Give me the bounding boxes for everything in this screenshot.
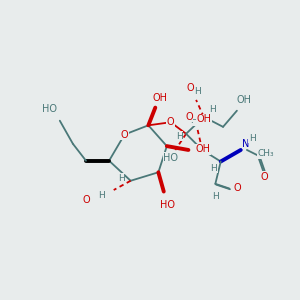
Text: H: H	[98, 191, 105, 200]
Text: H: H	[212, 192, 219, 201]
Text: H: H	[194, 87, 201, 96]
Text: N: N	[242, 139, 250, 149]
Text: HO: HO	[42, 104, 57, 114]
Text: O: O	[233, 184, 241, 194]
Text: O: O	[82, 195, 90, 205]
Text: H: H	[176, 132, 182, 141]
Text: H: H	[209, 105, 216, 114]
Text: OH: OH	[152, 93, 167, 103]
Text: H: H	[190, 116, 197, 125]
Text: OH: OH	[236, 95, 251, 105]
Text: OH: OH	[196, 114, 211, 124]
Text: O: O	[261, 172, 268, 182]
Text: O: O	[187, 82, 194, 93]
Text: H: H	[118, 174, 125, 183]
Text: O: O	[167, 117, 175, 127]
Text: O: O	[121, 130, 128, 140]
Text: O: O	[185, 112, 193, 122]
Text: HO: HO	[163, 153, 178, 163]
Text: H: H	[210, 164, 217, 173]
Text: OH: OH	[196, 144, 211, 154]
Text: CH₃: CH₃	[257, 149, 274, 158]
Text: HO: HO	[160, 200, 175, 210]
Text: H: H	[249, 134, 256, 143]
